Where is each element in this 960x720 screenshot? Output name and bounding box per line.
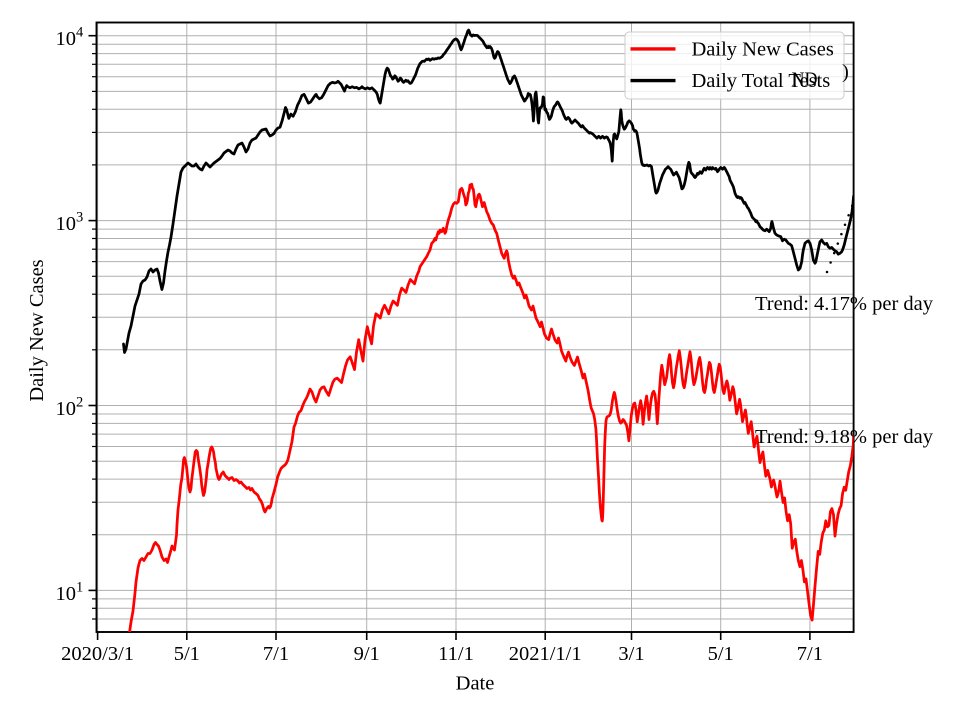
svg-text:2020/3/1: 2020/3/1	[61, 643, 134, 665]
svg-text:Trend: 9.18% per day: Trend: 9.18% per day	[755, 426, 934, 448]
svg-text:7/1: 7/1	[263, 643, 289, 665]
svg-text:Trend: 4.17% per day: Trend: 4.17% per day	[755, 293, 934, 315]
svg-text:3/1: 3/1	[618, 643, 644, 665]
svg-text:101: 101	[56, 579, 84, 605]
svg-text:2021/1/1: 2021/1/1	[509, 643, 582, 665]
svg-text:7/1: 7/1	[797, 643, 823, 665]
svg-text:Daily New Cases: Daily New Cases	[26, 259, 48, 401]
svg-text:Daily Total Tests: Daily Total Tests	[692, 70, 831, 92]
svg-text:11/1: 11/1	[438, 643, 474, 665]
svg-text:Daily New Cases: Daily New Cases	[692, 39, 834, 61]
svg-text:103: 103	[56, 210, 84, 236]
svg-text:9/1: 9/1	[354, 643, 380, 665]
svg-text:5/1: 5/1	[708, 643, 734, 665]
svg-text:104: 104	[56, 25, 85, 51]
svg-text:5/1: 5/1	[174, 643, 200, 665]
svg-text:ND: ND	[792, 69, 818, 91]
svg-text:Date: Date	[456, 673, 495, 695]
svg-text:102: 102	[56, 395, 84, 421]
svg-text:): )	[842, 61, 849, 83]
